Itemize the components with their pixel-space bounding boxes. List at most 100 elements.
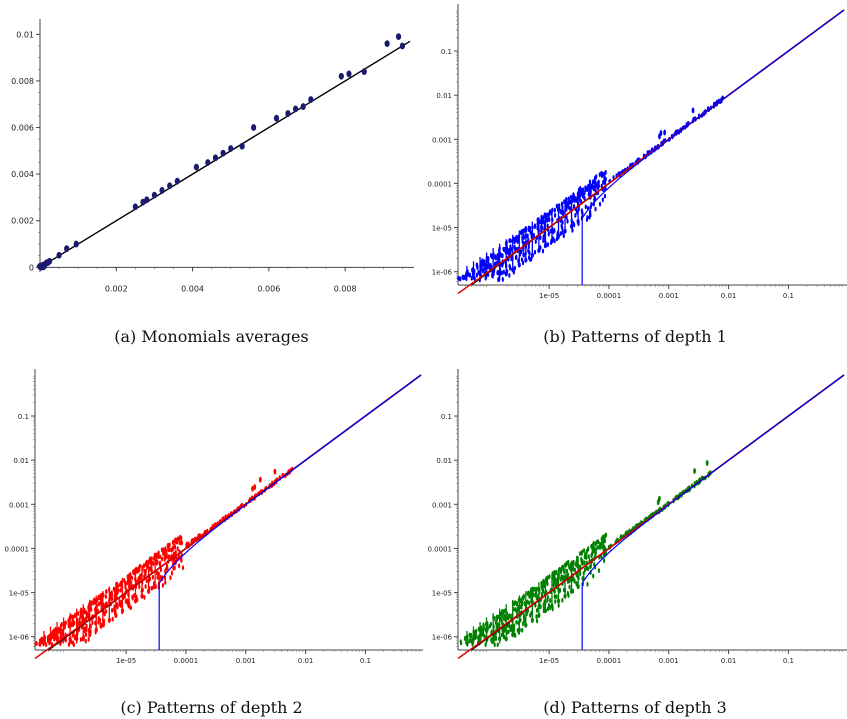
data-point xyxy=(582,548,586,554)
data-point xyxy=(127,598,130,604)
data-point xyxy=(597,568,601,574)
data-point xyxy=(513,623,516,629)
data-point xyxy=(601,539,604,545)
data-point xyxy=(591,179,595,185)
data-point xyxy=(581,193,585,199)
x-tick-label: 0.01 xyxy=(298,657,314,665)
data-point xyxy=(481,268,484,274)
data-point xyxy=(73,613,76,619)
data-point xyxy=(292,105,299,113)
data-point xyxy=(181,565,185,571)
x-tick-label: 0.1 xyxy=(783,292,794,300)
data-point xyxy=(148,556,152,562)
data-point xyxy=(506,268,509,274)
data-point xyxy=(569,223,574,229)
data-point xyxy=(500,270,504,276)
data-point xyxy=(565,568,569,574)
data-point xyxy=(158,554,162,560)
data-point xyxy=(170,570,174,576)
data-point xyxy=(566,590,569,596)
y-tick-label: 0.01 xyxy=(436,92,452,100)
data-point xyxy=(508,238,511,244)
data-point xyxy=(49,635,52,640)
data-point xyxy=(565,573,569,579)
data-point xyxy=(484,275,487,281)
data-point xyxy=(564,562,568,568)
data-point xyxy=(561,229,564,235)
data-point xyxy=(58,629,62,635)
data-point xyxy=(559,208,562,214)
data-point xyxy=(572,561,575,567)
data-point xyxy=(556,598,561,604)
data-point xyxy=(481,629,484,634)
data-point xyxy=(521,627,524,633)
data-point xyxy=(513,244,516,250)
data-point xyxy=(63,624,66,630)
data-point xyxy=(533,224,537,230)
data-point xyxy=(543,222,546,228)
data-point xyxy=(164,580,167,585)
data-point xyxy=(573,578,576,584)
data-point xyxy=(560,568,563,574)
data-point xyxy=(589,183,593,189)
data-point xyxy=(550,240,553,246)
data-point xyxy=(124,580,127,586)
data-point xyxy=(84,632,88,637)
data-point xyxy=(148,566,152,572)
data-point xyxy=(75,632,78,638)
data-point xyxy=(161,582,165,588)
data-point xyxy=(459,640,463,646)
data-point xyxy=(105,589,108,594)
data-point xyxy=(691,107,695,114)
data-point xyxy=(193,163,199,171)
data-point xyxy=(164,567,167,573)
data-point xyxy=(528,593,531,599)
data-point xyxy=(138,567,141,573)
data-point xyxy=(537,612,541,619)
data-point xyxy=(534,239,537,245)
data-point xyxy=(590,553,593,559)
data-point xyxy=(539,245,542,251)
data-point xyxy=(565,207,568,212)
data-point xyxy=(705,460,709,467)
data-point xyxy=(524,257,528,263)
data-point xyxy=(490,637,493,643)
data-point xyxy=(104,594,108,600)
data-point xyxy=(483,263,486,268)
data-point xyxy=(497,621,501,627)
data-point xyxy=(493,616,496,621)
data-point xyxy=(273,114,280,122)
data-point xyxy=(361,68,367,76)
chart-panel-b: 1e-05 0.0001 0.001 0.01 0.1 1e-06 1e-05 0.0001 0… xyxy=(423,0,847,350)
data-point xyxy=(178,563,181,569)
data-point xyxy=(79,609,82,615)
data-point xyxy=(571,197,574,203)
data-point xyxy=(253,484,257,491)
y-tick-label: 0.01 xyxy=(16,30,34,39)
data-point xyxy=(625,530,628,535)
data-point xyxy=(152,580,156,586)
y-tick-label: 0.001 xyxy=(432,136,452,144)
data-point xyxy=(604,176,607,182)
data-point xyxy=(151,574,154,580)
data-point xyxy=(482,259,485,265)
data-point xyxy=(555,580,559,586)
data-point xyxy=(553,207,556,213)
data-point xyxy=(532,592,535,598)
data-point xyxy=(594,181,597,187)
data-point xyxy=(517,236,520,242)
data-point xyxy=(251,124,257,131)
data-point xyxy=(87,636,90,642)
data-point xyxy=(512,269,515,275)
data-point xyxy=(542,234,545,240)
data-point xyxy=(178,540,181,546)
data-point xyxy=(486,626,489,631)
data-point xyxy=(180,540,184,546)
data-point xyxy=(70,639,73,645)
data-point xyxy=(551,606,554,612)
data-point xyxy=(220,149,226,157)
data-point xyxy=(570,218,573,223)
data-point xyxy=(159,187,165,194)
data-point xyxy=(43,634,46,640)
data-point xyxy=(511,266,514,272)
